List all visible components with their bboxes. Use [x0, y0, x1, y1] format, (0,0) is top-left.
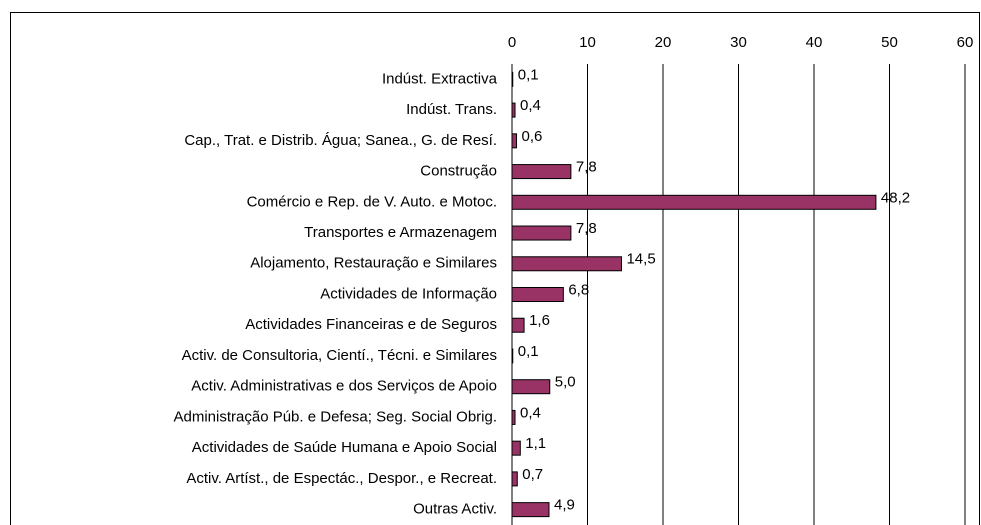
- data-label: 0,4: [520, 404, 541, 421]
- bar: [511, 317, 525, 333]
- x-tick-label: 20: [655, 34, 672, 51]
- y-tick-label: Comércio e Rep. de V. Auto. e Motoc.: [247, 193, 497, 210]
- y-tick-label: Activ. Administrativas e dos Serviços de…: [191, 378, 497, 395]
- bar: [511, 471, 518, 487]
- x-tick-label: 0: [508, 34, 516, 51]
- y-tick-label: Indúst. Extractiva: [382, 70, 498, 87]
- data-label: 4,9: [554, 497, 575, 514]
- data-label: 14,5: [626, 251, 655, 268]
- data-label: 0,4: [520, 97, 541, 114]
- y-tick-label: Construção: [420, 163, 497, 180]
- bar: [511, 379, 551, 395]
- data-label: 7,8: [576, 159, 597, 176]
- bar: [511, 502, 550, 518]
- data-label: 5,0: [555, 374, 576, 391]
- x-tick-label: 10: [579, 34, 596, 51]
- bar: [511, 256, 622, 272]
- bar: [511, 102, 516, 118]
- x-tick-label: 30: [730, 34, 747, 51]
- bar: [511, 287, 564, 302]
- y-tick-label: Alojamento, Restauração e Similares: [250, 255, 497, 272]
- data-label: 0,6: [522, 128, 543, 145]
- y-tick-label: Actividades de Informação: [320, 285, 497, 302]
- bar: [511, 348, 514, 364]
- data-label: 6,8: [568, 281, 589, 298]
- bar: [511, 133, 518, 149]
- data-label: 7,8: [576, 220, 597, 237]
- data-label: 0,1: [518, 66, 539, 83]
- y-tick-label: Actividades de Saúde Humana e Apoio Soci…: [192, 439, 497, 456]
- y-tick-label: Activ. Artíst., de Espectác., Despor., e…: [186, 470, 497, 487]
- bar: [511, 194, 877, 210]
- data-label: 1,6: [529, 312, 550, 329]
- bar: [511, 71, 514, 87]
- x-tick-label: 40: [806, 34, 823, 51]
- y-tick-label: Outras Activ.: [413, 501, 497, 518]
- bar: [511, 440, 521, 456]
- data-label: 0,1: [518, 343, 539, 360]
- x-tick-label: 60: [957, 34, 974, 51]
- y-tick-label: Transportes e Armazenagem: [304, 224, 497, 241]
- y-tick-label: Indúst. Trans.: [406, 101, 497, 118]
- y-tick-label: Administração Púb. e Defesa; Seg. Social…: [174, 408, 498, 425]
- bar: [511, 409, 516, 425]
- data-label: 1,1: [525, 435, 546, 452]
- data-label: 48,2: [881, 189, 910, 206]
- chart-frame: [10, 12, 980, 525]
- y-tick-label: Activ. de Consultoria, Cientí., Técni. e…: [182, 347, 497, 364]
- y-tick-label: Actividades Financeiras e de Seguros: [245, 316, 497, 333]
- y-tick-label: Cap., Trat. e Distrib. Água; Sanea., G. …: [184, 132, 497, 149]
- data-label: 0,7: [522, 466, 543, 483]
- bar: [511, 225, 572, 241]
- x-tick-label: 50: [881, 34, 898, 51]
- bar: [511, 164, 572, 180]
